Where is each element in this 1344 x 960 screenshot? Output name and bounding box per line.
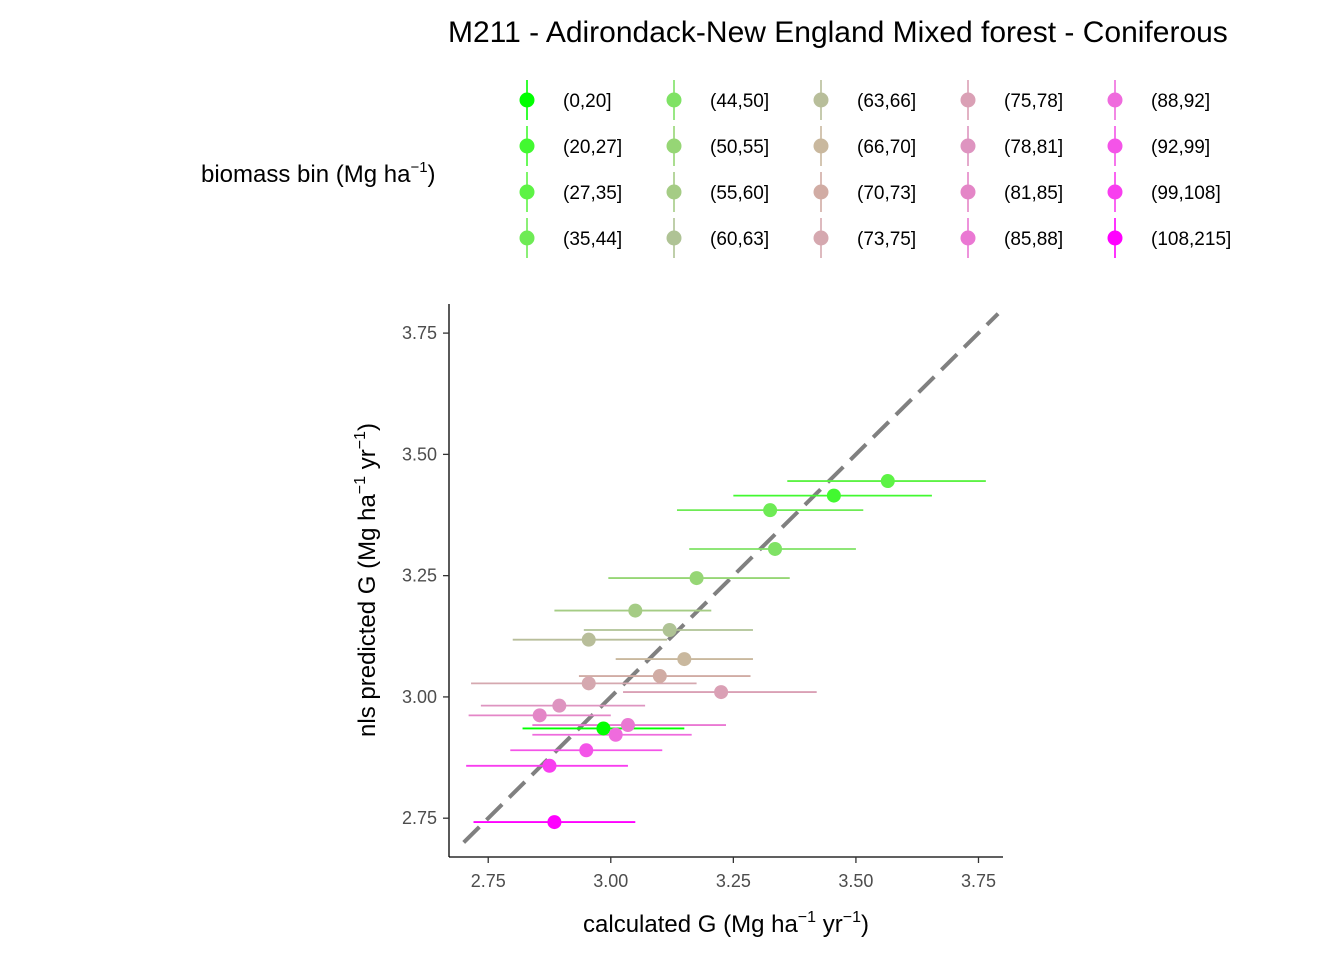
legend-key-point (1107, 184, 1123, 200)
legend-key-point (1107, 92, 1123, 108)
legend-label: (81,85] (1004, 183, 1063, 204)
legend-label: (73,75] (857, 229, 916, 250)
legend-label: (50,55] (710, 137, 769, 158)
legend-key-point (960, 230, 976, 246)
legend-title: biomass bin (Mg ha−1) (201, 159, 436, 188)
legend-key-point (519, 184, 535, 200)
x-axis-title: calculated G (Mg ha−1 yr−1) (583, 909, 869, 938)
legend-key-point (813, 138, 829, 154)
legend-key-point (666, 138, 682, 154)
data-point (880, 474, 895, 489)
legend-label: (88,92] (1151, 91, 1210, 112)
legend-key-point (666, 230, 682, 246)
legend-key-point (519, 230, 535, 246)
x-tick-label: 3.50 (838, 871, 873, 891)
identity-reference-line (462, 312, 1000, 844)
legend-key-point (960, 184, 976, 200)
x-ticks: 2.75 3.00 3.25 3.50 3.75 (471, 857, 996, 891)
legend-key-point (813, 230, 829, 246)
legend-label: (27,35] (563, 183, 622, 204)
data-point (581, 632, 596, 647)
legend-label: (63,66] (857, 91, 916, 112)
data-point (608, 727, 623, 742)
x-tick-label: 3.25 (716, 871, 751, 891)
y-tick-label: 3.75 (402, 323, 437, 343)
data-point (628, 603, 643, 618)
legend-key-point (666, 184, 682, 200)
y-tick-label: 3.50 (402, 444, 437, 464)
data-point (689, 571, 704, 586)
legend-key-point (1107, 138, 1123, 154)
legend-label: (55,60] (710, 183, 769, 204)
data-point (552, 698, 567, 713)
legend-label: (35,44] (563, 229, 622, 250)
data-point (620, 718, 635, 733)
legend-label: (92,99] (1151, 137, 1210, 158)
legend-label: (70,73] (857, 183, 916, 204)
legend-label: (85,88] (1004, 229, 1063, 250)
plot-area: 2.75 3.00 3.25 3.50 3.75 2.75 3.00 3.25 3.50 3.7… (402, 304, 1003, 891)
data-point (542, 758, 557, 773)
legend-key-point (666, 92, 682, 108)
legend-label: (75,78] (1004, 91, 1063, 112)
data-point (596, 721, 611, 736)
data-point (547, 815, 562, 830)
data-point (581, 676, 596, 691)
legend-label: (66,70] (857, 137, 916, 158)
data-point (714, 685, 729, 700)
x-tick-label: 2.75 (471, 871, 506, 891)
legend-key-point (960, 92, 976, 108)
data-point (532, 708, 547, 723)
legend-key-point (519, 138, 535, 154)
legend-label: (60,63] (710, 229, 769, 250)
legend-label: (20,27] (563, 137, 622, 158)
x-tick-label: 3.75 (961, 871, 996, 891)
legend-key-point (1107, 230, 1123, 246)
legend-key-point (519, 92, 535, 108)
x-tick-label: 3.00 (593, 871, 628, 891)
y-axis-title: nls predicted G (Mg ha−1 yr−1) (352, 423, 381, 737)
legend-items: (0,20] (20,27] (27,35] (35,44] (44,50] (50,55… (519, 80, 1231, 258)
data-point (826, 488, 841, 503)
data-point (677, 652, 692, 667)
data-point (662, 622, 677, 637)
legend-key-point (960, 138, 976, 154)
legend-label: (0,20] (563, 91, 612, 112)
legend-label: (108,215] (1151, 229, 1231, 250)
legend: biomass bin (Mg ha−1) (0,20] (20,27] (27,3… (201, 80, 1231, 258)
legend-key-point (813, 92, 829, 108)
data-marks (466, 474, 986, 830)
y-tick-label: 2.75 (402, 808, 437, 828)
data-point (579, 743, 594, 758)
y-tick-label: 3.00 (402, 687, 437, 707)
data-point (652, 669, 667, 684)
legend-label: (44,50] (710, 91, 769, 112)
y-ticks: 2.75 3.00 3.25 3.50 3.75 (402, 323, 449, 828)
data-point (763, 503, 778, 518)
legend-label: (99,108] (1151, 183, 1221, 204)
legend-label: (78,81] (1004, 137, 1063, 158)
chart-title: M211 - Adirondack-New England Mixed fore… (448, 16, 1228, 49)
data-point (768, 541, 783, 556)
legend-key-point (813, 184, 829, 200)
y-tick-label: 3.25 (402, 566, 437, 586)
